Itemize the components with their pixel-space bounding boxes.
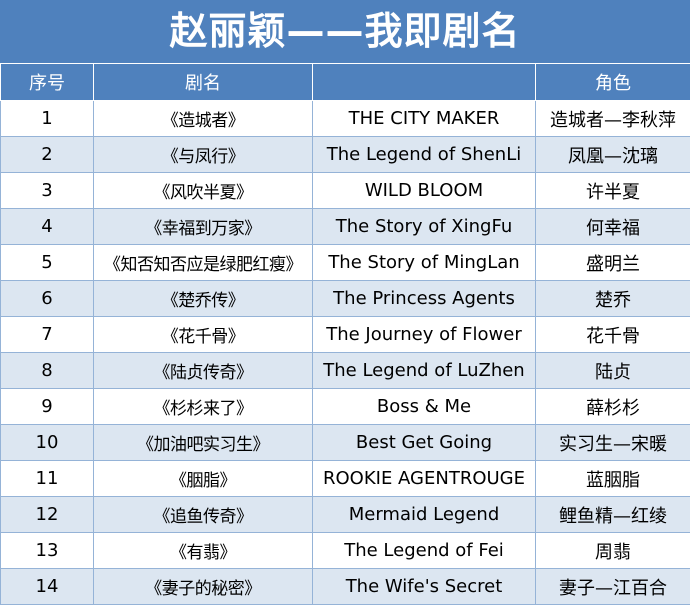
cell-english-name: THE CITY MAKER: [312, 100, 536, 137]
cell-english-name: The Legend of ShenLi: [312, 136, 536, 173]
cell-number: 1: [0, 100, 94, 137]
table-row: 3 《风吹半夏》 WILD BLOOM 许半夏: [0, 172, 690, 209]
cell-english-name: Boss & Me: [312, 388, 536, 425]
cell-drama-name: 《知否知否应是绿肥红瘦》: [93, 244, 313, 281]
table-row: 11 《胭脂》 ROOKIE AGENTROUGE 蓝胭脂: [0, 460, 690, 497]
cell-english-name: WILD BLOOM: [312, 172, 536, 209]
table-row: 5 《知否知否应是绿肥红瘦》 The Story of MingLan 盛明兰: [0, 244, 690, 281]
cell-drama-name: 《幸福到万家》: [93, 208, 313, 245]
cell-role: 妻子—江百合: [535, 568, 690, 605]
cell-drama-name: 《陆贞传奇》: [93, 352, 313, 389]
cell-number: 14: [0, 568, 94, 605]
table-row: 10 《加油吧实习生》 Best Get Going 实习生—宋暖: [0, 424, 690, 461]
cell-english-name: The Legend of LuZhen: [312, 352, 536, 389]
cell-role: 花千骨: [535, 316, 690, 353]
table-row: 6 《楚乔传》 The Princess Agents 楚乔: [0, 280, 690, 317]
cell-english-name: The Story of XingFu: [312, 208, 536, 245]
table-row: 7 《花千骨》 The Journey of Flower 花千骨: [0, 316, 690, 353]
drama-table: 序号 剧名 角色 1 《造城者》 THE CITY MAKER 造城者—李秋萍 2 《与凤…: [0, 63, 690, 605]
cell-role: 鲤鱼精—红绫: [535, 496, 690, 533]
header-row: 序号 剧名 角色: [0, 63, 690, 101]
cell-role: 盛明兰: [535, 244, 690, 281]
cell-role: 蓝胭脂: [535, 460, 690, 497]
cell-number: 5: [0, 244, 94, 281]
table-row: 1 《造城者》 THE CITY MAKER 造城者—李秋萍: [0, 100, 690, 137]
cell-drama-name: 《追鱼传奇》: [93, 496, 313, 533]
cell-english-name: The Story of MingLan: [312, 244, 536, 281]
table-row: 13 《有翡》 The Legend of Fei 周翡: [0, 532, 690, 569]
cell-number: 13: [0, 532, 94, 569]
cell-drama-name: 《风吹半夏》: [93, 172, 313, 209]
cell-role: 许半夏: [535, 172, 690, 209]
cell-number: 12: [0, 496, 94, 533]
page-title: 赵丽颖——我即剧名: [0, 0, 690, 63]
header-english-name: [312, 63, 536, 101]
cell-english-name: ROOKIE AGENTROUGE: [312, 460, 536, 497]
cell-role: 陆贞: [535, 352, 690, 389]
cell-number: 4: [0, 208, 94, 245]
table-row: 12 《追鱼传奇》 Mermaid Legend 鲤鱼精—红绫: [0, 496, 690, 533]
header-role: 角色: [535, 63, 690, 101]
cell-number: 3: [0, 172, 94, 209]
cell-role: 楚乔: [535, 280, 690, 317]
cell-role: 周翡: [535, 532, 690, 569]
cell-drama-name: 《楚乔传》: [93, 280, 313, 317]
table-body: 1 《造城者》 THE CITY MAKER 造城者—李秋萍 2 《与凤行》 The Leg…: [0, 100, 690, 605]
cell-drama-name: 《胭脂》: [93, 460, 313, 497]
cell-number: 10: [0, 424, 94, 461]
table-row: 9 《杉杉来了》 Boss & Me 薛杉杉: [0, 388, 690, 425]
cell-drama-name: 《妻子的秘密》: [93, 568, 313, 605]
header-drama-name: 剧名: [93, 63, 313, 101]
cell-drama-name: 《杉杉来了》: [93, 388, 313, 425]
table-row: 8 《陆贞传奇》 The Legend of LuZhen 陆贞: [0, 352, 690, 389]
cell-number: 8: [0, 352, 94, 389]
cell-drama-name: 《造城者》: [93, 100, 313, 137]
cell-number: 7: [0, 316, 94, 353]
cell-drama-name: 《有翡》: [93, 532, 313, 569]
cell-drama-name: 《与凤行》: [93, 136, 313, 173]
cell-english-name: The Wife's Secret: [312, 568, 536, 605]
cell-english-name: Best Get Going: [312, 424, 536, 461]
cell-role: 凤凰—沈璃: [535, 136, 690, 173]
table-row: 2 《与凤行》 The Legend of ShenLi 凤凰—沈璃: [0, 136, 690, 173]
cell-drama-name: 《花千骨》: [93, 316, 313, 353]
cell-role: 何幸福: [535, 208, 690, 245]
table-row: 14 《妻子的秘密》 The Wife's Secret 妻子—江百合: [0, 568, 690, 605]
cell-role: 薛杉杉: [535, 388, 690, 425]
header-number: 序号: [0, 63, 94, 101]
cell-number: 6: [0, 280, 94, 317]
cell-english-name: The Legend of Fei: [312, 532, 536, 569]
cell-number: 9: [0, 388, 94, 425]
cell-english-name: The Journey of Flower: [312, 316, 536, 353]
cell-number: 11: [0, 460, 94, 497]
cell-english-name: Mermaid Legend: [312, 496, 536, 533]
cell-number: 2: [0, 136, 94, 173]
cell-role: 造城者—李秋萍: [535, 100, 690, 137]
cell-english-name: The Princess Agents: [312, 280, 536, 317]
cell-role: 实习生—宋暖: [535, 424, 690, 461]
table-row: 4 《幸福到万家》 The Story of XingFu 何幸福: [0, 208, 690, 245]
cell-drama-name: 《加油吧实习生》: [93, 424, 313, 461]
